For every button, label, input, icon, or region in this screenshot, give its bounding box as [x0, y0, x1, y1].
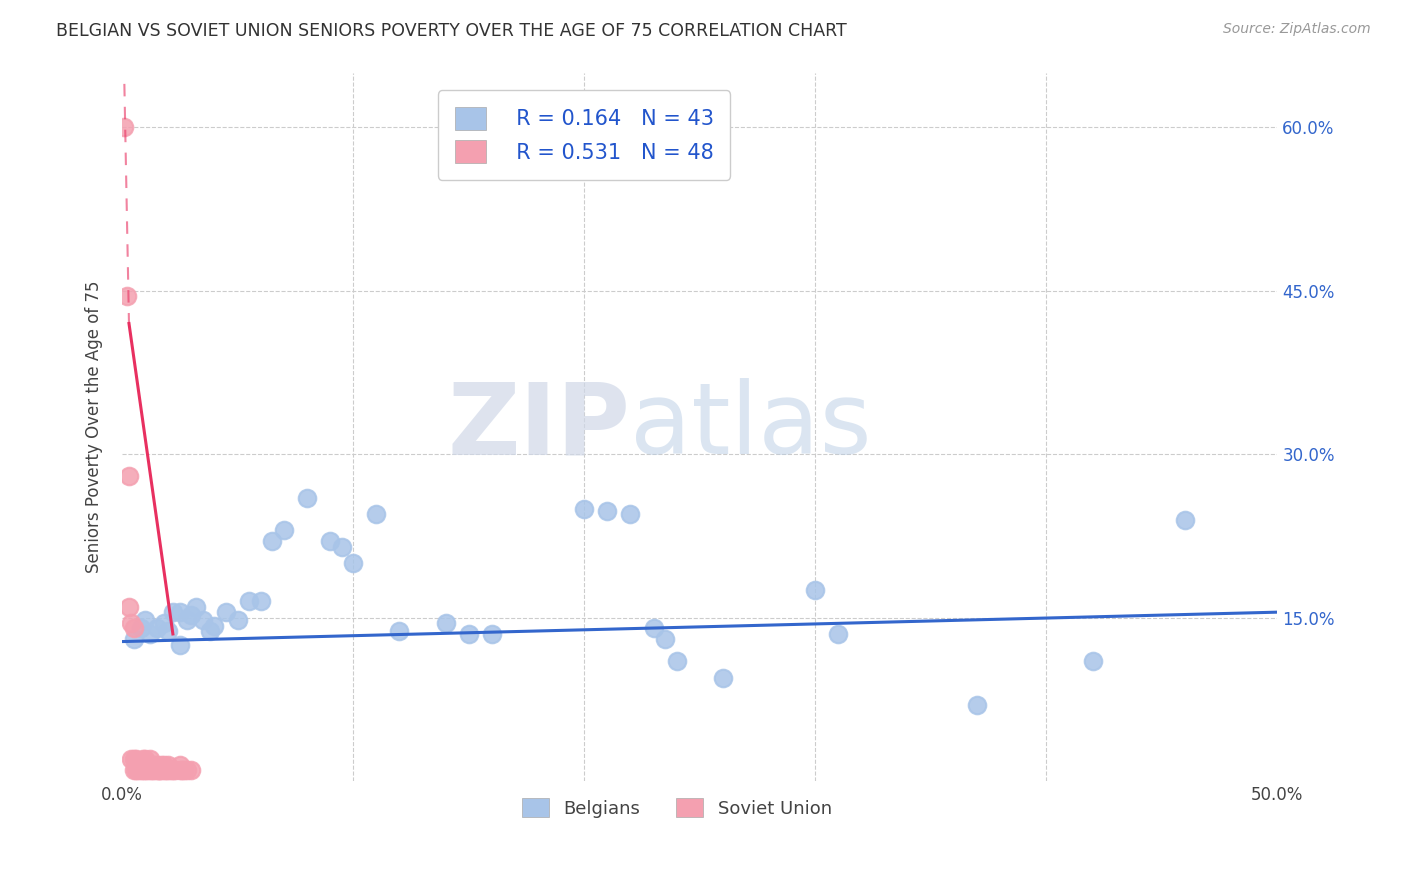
Point	[827, 627, 849, 641]
Point	[136, 757, 159, 772]
Point	[139, 763, 162, 777]
Point	[804, 583, 827, 598]
Point	[204, 619, 226, 633]
Point	[125, 752, 148, 766]
Point	[127, 763, 149, 777]
Point	[141, 763, 163, 777]
Point	[145, 757, 167, 772]
Point	[152, 763, 174, 777]
Point	[191, 613, 214, 627]
Point	[148, 763, 170, 777]
Point	[169, 757, 191, 772]
Point	[155, 763, 177, 777]
Point	[125, 763, 148, 777]
Point	[122, 622, 145, 636]
Point	[1174, 512, 1197, 526]
Y-axis label: Seniors Poverty Over the Age of 75: Seniors Poverty Over the Age of 75	[86, 281, 103, 574]
Point	[1081, 654, 1104, 668]
Point	[129, 763, 152, 777]
Point	[134, 763, 156, 777]
Point	[711, 671, 734, 685]
Point	[572, 501, 595, 516]
Point	[145, 622, 167, 636]
Point	[165, 763, 187, 777]
Point	[157, 757, 180, 772]
Point	[148, 763, 170, 777]
Point	[134, 613, 156, 627]
Point	[141, 757, 163, 772]
Text: ZIP: ZIP	[447, 378, 630, 475]
Point	[115, 289, 138, 303]
Point	[169, 605, 191, 619]
Point	[132, 763, 155, 777]
Point	[162, 605, 184, 619]
Point	[145, 763, 167, 777]
Point	[184, 599, 207, 614]
Point	[139, 752, 162, 766]
Point	[122, 763, 145, 777]
Point	[654, 632, 676, 647]
Point	[319, 534, 342, 549]
Text: Source: ZipAtlas.com: Source: ZipAtlas.com	[1223, 22, 1371, 37]
Point	[129, 622, 152, 636]
Point	[176, 613, 198, 627]
Point	[342, 556, 364, 570]
Point	[249, 594, 271, 608]
Point	[596, 504, 619, 518]
Point	[150, 763, 173, 777]
Point	[122, 752, 145, 766]
Point	[150, 757, 173, 772]
Point	[169, 763, 191, 777]
Point	[619, 507, 641, 521]
Point	[173, 763, 195, 777]
Point	[330, 540, 353, 554]
Point	[139, 627, 162, 641]
Point	[120, 615, 142, 630]
Point	[180, 608, 202, 623]
Text: atlas: atlas	[630, 378, 872, 475]
Text: BELGIAN VS SOVIET UNION SENIORS POVERTY OVER THE AGE OF 75 CORRELATION CHART: BELGIAN VS SOVIET UNION SENIORS POVERTY …	[56, 22, 846, 40]
Point	[143, 763, 166, 777]
Point	[152, 757, 174, 772]
Point	[157, 763, 180, 777]
Point	[481, 627, 503, 641]
Point	[665, 654, 688, 668]
Point	[143, 757, 166, 772]
Point	[295, 491, 318, 505]
Point	[273, 524, 295, 538]
Point	[238, 594, 260, 608]
Point	[134, 752, 156, 766]
Point	[169, 638, 191, 652]
Point	[180, 763, 202, 777]
Point	[132, 752, 155, 766]
Legend: Belgians, Soviet Union: Belgians, Soviet Union	[515, 791, 839, 825]
Point	[134, 757, 156, 772]
Point	[136, 763, 159, 777]
Point	[176, 763, 198, 777]
Point	[118, 599, 141, 614]
Point	[434, 615, 457, 630]
Point	[127, 757, 149, 772]
Point	[388, 624, 411, 638]
Point	[120, 752, 142, 766]
Point	[366, 507, 388, 521]
Point	[162, 763, 184, 777]
Point	[152, 615, 174, 630]
Point	[215, 605, 238, 619]
Point	[157, 624, 180, 638]
Point	[198, 624, 221, 638]
Point	[118, 469, 141, 483]
Point	[122, 632, 145, 647]
Point	[159, 763, 181, 777]
Point	[457, 627, 479, 641]
Point	[966, 698, 988, 712]
Point	[262, 534, 284, 549]
Point	[129, 757, 152, 772]
Point	[112, 120, 135, 135]
Point	[226, 613, 249, 627]
Point	[172, 763, 194, 777]
Point	[643, 622, 665, 636]
